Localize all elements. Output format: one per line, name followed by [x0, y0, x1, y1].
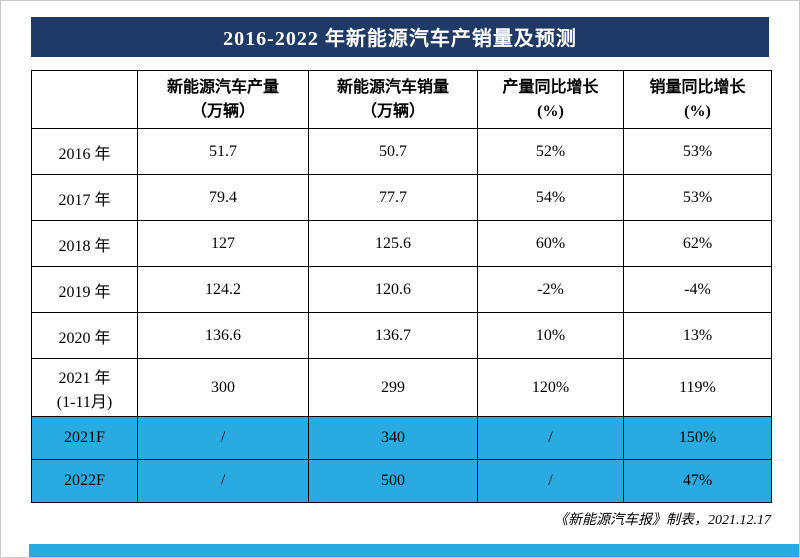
table-row-forecast: 2021F / 340 / 150%	[31, 416, 772, 460]
cell-production: /	[137, 459, 309, 503]
table-header-production: 新能源汽车产量 （万辆）	[137, 70, 309, 129]
cell-sales-growth: -4%	[623, 266, 772, 313]
cell-production-growth: -2%	[477, 266, 624, 313]
row-label: 2019 年	[31, 266, 138, 313]
cell-sales: 340	[308, 416, 478, 460]
row-label: 2021F	[31, 416, 138, 460]
footer-credit: 《新能源汽车报》制表，2021.12.17	[554, 513, 771, 528]
table-row: 2020 年 136.6 136.7 10% 13%	[31, 312, 772, 359]
cell-sales: 299	[308, 358, 478, 417]
cell-sales-growth: 62%	[623, 220, 772, 267]
row-label: 2018 年	[31, 220, 138, 267]
table-row-forecast: 2022F / 500 / 47%	[31, 459, 772, 503]
row-label: 2017 年	[31, 174, 138, 221]
cell-sales-growth: 53%	[623, 174, 772, 221]
table-row: 2018 年 127 125.6 60% 62%	[31, 220, 772, 267]
cell-production-growth: 52%	[477, 128, 624, 175]
cell-production-growth: 120%	[477, 358, 624, 417]
cell-sales-growth: 119%	[623, 358, 772, 417]
cell-sales-growth: 47%	[623, 459, 772, 503]
row-label: 2021 年 (1-11月)	[31, 358, 138, 417]
table-header-production-growth: 产量同比增长 (%)	[477, 70, 624, 129]
row-label: 2020 年	[31, 312, 138, 359]
cell-sales: 125.6	[308, 220, 478, 267]
cell-sales-growth: 53%	[623, 128, 772, 175]
cell-production: 79.4	[137, 174, 309, 221]
table-header-row: 新能源汽车产量 （万辆） 新能源汽车销量 （万辆） 产量同比增长 (%) 销量同…	[31, 70, 772, 129]
cell-sales: 500	[308, 459, 478, 503]
table-header-sales-growth: 销量同比增长 (%)	[623, 70, 772, 129]
cell-production-growth: 60%	[477, 220, 624, 267]
table-row: 2017 年 79.4 77.7 54% 53%	[31, 174, 772, 221]
cell-sales: 50.7	[308, 128, 478, 175]
table-header-corner	[31, 70, 138, 129]
cell-production-growth: 10%	[477, 312, 624, 359]
table-row: 2021 年 (1-11月) 300 299 120% 119%	[31, 358, 772, 417]
page-title: 2016-2022 年新能源汽车产销量及预测	[31, 17, 769, 57]
row-label: 2016 年	[31, 128, 138, 175]
cell-sales-growth: 150%	[623, 416, 772, 460]
table-row: 2016 年 51.7 50.7 52% 53%	[31, 128, 772, 175]
cell-sales: 120.6	[308, 266, 478, 313]
cell-production: /	[137, 416, 309, 460]
cell-production-growth: 54%	[477, 174, 624, 221]
cell-production: 51.7	[137, 128, 309, 175]
cell-production: 124.2	[137, 266, 309, 313]
cell-sales: 136.7	[308, 312, 478, 359]
table-header-sales: 新能源汽车销量 （万辆）	[308, 70, 478, 129]
cell-production: 127	[137, 220, 309, 267]
bottom-accent-bar	[29, 544, 799, 557]
row-label: 2022F	[31, 459, 138, 503]
table-row: 2019 年 124.2 120.6 -2% -4%	[31, 266, 772, 313]
cell-sales-growth: 13%	[623, 312, 772, 359]
cell-production: 136.6	[137, 312, 309, 359]
cell-sales: 77.7	[308, 174, 478, 221]
cell-production-growth: /	[477, 416, 624, 460]
data-table: 新能源汽车产量 （万辆） 新能源汽车销量 （万辆） 产量同比增长 (%) 销量同…	[31, 70, 772, 503]
cell-production-growth: /	[477, 459, 624, 503]
cell-production: 300	[137, 358, 309, 417]
